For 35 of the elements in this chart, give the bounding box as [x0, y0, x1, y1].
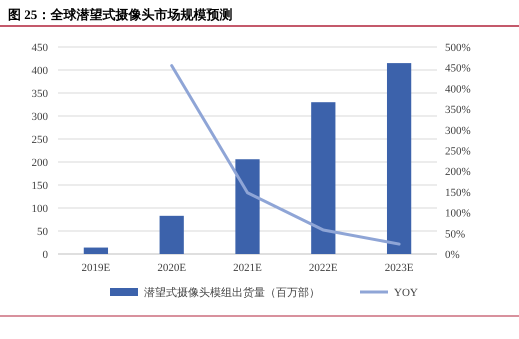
x-tick-label: 2020E: [157, 262, 186, 274]
y-tick-label: 300: [32, 111, 48, 123]
x-tick-label: 2021E: [233, 262, 262, 274]
chart-title: 图 25：全球潜望式摄像头市场规模预测: [8, 7, 232, 22]
y2-tick-label: 450%: [445, 62, 471, 75]
y-tick-label: 100: [32, 203, 48, 215]
bar: [386, 63, 412, 254]
y2-tick-label: 300%: [445, 124, 471, 137]
y-tick-label: 200: [32, 157, 48, 169]
y2-tick-label: 350%: [445, 104, 471, 116]
y2-tick-label: 250%: [445, 146, 471, 158]
y2-tick-label: 200%: [445, 166, 471, 178]
line-series: [170, 64, 401, 246]
y2-tick-label: 100%: [445, 208, 471, 220]
y-tick-label: 50: [37, 226, 48, 238]
y-tick-label: 450: [32, 42, 48, 54]
y-tick-label: 350: [32, 88, 48, 100]
y2-tick-label: 150%: [445, 186, 471, 199]
bar: [160, 216, 184, 254]
x-tick-label: 2022E: [308, 262, 338, 274]
y2-tick-label: 0%: [445, 249, 460, 261]
x-tick-label: 2019E: [82, 262, 111, 274]
bar: [235, 159, 260, 254]
bar: [311, 102, 336, 254]
y-tick-label: 0: [42, 249, 48, 261]
y-tick-label: 150: [32, 180, 48, 192]
y-tick-label: 400: [32, 65, 48, 77]
y2-tick-label: 500%: [445, 42, 471, 54]
y-tick-label: 250: [32, 134, 48, 146]
y2-tick-label: 400%: [445, 83, 471, 96]
legend-label: YOY: [394, 287, 418, 299]
legend-label: 潜望式摄像头模组出货量（百万部）: [144, 286, 320, 299]
x-tick-label: 2023E: [384, 262, 414, 274]
y2-tick-label: 50%: [445, 228, 466, 240]
bar: [84, 248, 108, 254]
